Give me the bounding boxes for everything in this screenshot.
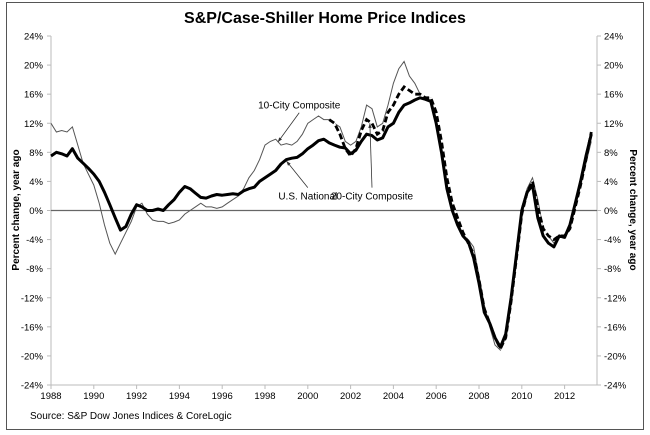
- x-tick-label: 1988: [40, 391, 61, 402]
- y-tick-label-left: 0%: [29, 206, 43, 217]
- y-tick-label-left: -12%: [21, 293, 44, 304]
- y-tick-label-left: -24%: [21, 381, 44, 392]
- y-tick-label-right: 16%: [604, 90, 624, 101]
- x-tick-label: 1998: [254, 391, 275, 402]
- annotation-arrow: [286, 160, 309, 188]
- y-tick-label-right: 0%: [604, 206, 618, 217]
- y-tick-label-left: 16%: [24, 90, 44, 101]
- series-line-underlay: [328, 86, 592, 350]
- annotation-label: 20-City Composite: [331, 192, 414, 203]
- annotation-arrowhead: [286, 161, 291, 166]
- y-tick-label-right: -16%: [604, 322, 627, 333]
- annotation-arrow: [277, 112, 300, 143]
- x-tick-label: 2012: [554, 391, 575, 402]
- y-tick-label-right: -12%: [604, 293, 627, 304]
- series-line-20-city-composite: [328, 84, 593, 352]
- annotation-arrowhead: [368, 123, 372, 129]
- x-tick-label: 2010: [511, 391, 532, 402]
- series-line-u-s-national: [50, 96, 593, 349]
- y-tick-label-right: -8%: [604, 264, 621, 275]
- annotation-label: 10-City Composite: [258, 101, 341, 112]
- y-tick-label-left: 24%: [24, 32, 44, 43]
- x-tick-label: 2000: [297, 391, 318, 402]
- source-note: Source: S&P Dow Jones Indices & CoreLogi…: [30, 411, 232, 422]
- annotation-arrow: [369, 123, 373, 188]
- series-layer: [50, 60, 593, 352]
- y-tick-label-right: 24%: [604, 32, 624, 43]
- y-tick-label-left: -4%: [26, 235, 43, 246]
- y-tick-label-left: 12%: [24, 119, 44, 130]
- annotation-label: U.S. National: [278, 192, 337, 203]
- y-tick-label-left: 20%: [24, 61, 44, 72]
- y-tick-label-left: -20%: [21, 351, 44, 362]
- y-tick-label-right: 4%: [604, 177, 618, 188]
- x-tick-label: 2008: [468, 391, 489, 402]
- y-tick-label-right: 8%: [604, 148, 618, 159]
- y-tick-label-right: 12%: [604, 119, 624, 130]
- annotation-arrowhead: [277, 137, 282, 143]
- x-tick-label: 2006: [426, 391, 447, 402]
- y-tick-label-left: -8%: [26, 264, 43, 275]
- x-tick-label: 1994: [169, 391, 190, 402]
- x-tick-label: 2004: [383, 391, 404, 402]
- x-tick-label: 1996: [212, 391, 233, 402]
- y-axis-label-left: Percent change, year ago: [11, 149, 22, 270]
- y-tick-label-right: -4%: [604, 235, 621, 246]
- y-tick-label-left: 8%: [29, 148, 43, 159]
- y-axis-label-right: Percent change, year ago: [627, 149, 638, 270]
- x-tick-label: 1992: [126, 391, 147, 402]
- x-tick-label: 2002: [340, 391, 361, 402]
- y-tick-label-left: 4%: [29, 177, 43, 188]
- y-tick-label-left: -16%: [21, 322, 44, 333]
- y-tick-label-right: -24%: [604, 381, 627, 392]
- axes: 24% 24% 20% 20% 16% 16% 12% 12% 8% 8% 4% 4% 0% 0% -4% -…: [21, 32, 627, 403]
- y-tick-label-right: -20%: [604, 351, 627, 362]
- x-tick-label: 1990: [83, 391, 104, 402]
- chart-title: S&P/Case-Shiller Home Price Indices: [184, 10, 466, 27]
- y-tick-label-right: 20%: [604, 61, 624, 72]
